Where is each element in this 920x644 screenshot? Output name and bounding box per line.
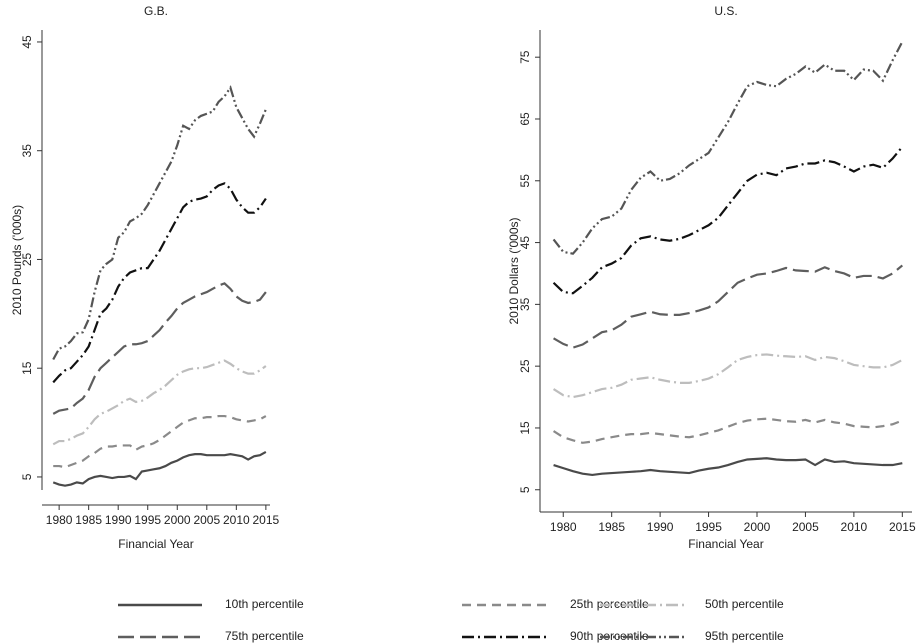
x-tick-label: 2005: [792, 520, 819, 534]
y-tick-label: 15: [20, 361, 34, 375]
series-line: [552, 146, 904, 295]
y-tick-label: 5: [518, 486, 532, 493]
x-tick-label: 2015: [253, 513, 280, 527]
x-tick-label: 1985: [75, 513, 102, 527]
y-axis-label: 2010 Dollars ('000s): [507, 217, 521, 324]
y-tick-label: 55: [518, 174, 532, 188]
series-line: [552, 41, 904, 255]
x-tick-label: 1980: [550, 520, 577, 534]
series-line: [53, 414, 267, 469]
series-line: [52, 450, 267, 487]
y-tick-label: 45: [20, 35, 34, 49]
y-tick-label: 25: [20, 252, 34, 266]
series-line: [52, 85, 267, 361]
legend-label: 95th percentile: [705, 629, 784, 643]
y-tick-label: 35: [518, 297, 532, 311]
x-tick-label: 1980: [46, 513, 73, 527]
series-line: [52, 182, 267, 384]
x-tick-label: 2010: [223, 513, 250, 527]
y-tick-label: 5: [20, 473, 34, 480]
y-axis-label: 2010 Pounds ('000s): [10, 205, 24, 315]
chart-title: G.B.: [144, 4, 168, 18]
y-tick-label: 25: [518, 359, 532, 373]
y-tick-label: 35: [20, 144, 34, 158]
x-axis-label: Financial Year: [688, 537, 763, 551]
y-tick-label: 15: [518, 421, 532, 435]
y-tick-label: 45: [518, 236, 532, 250]
x-tick-label: 2010: [841, 520, 868, 534]
x-tick-label: 1990: [105, 513, 132, 527]
series-line: [52, 282, 267, 415]
legend-label: 75th percentile: [225, 629, 304, 643]
y-tick-label: 65: [518, 112, 532, 126]
x-tick-label: 2000: [164, 513, 191, 527]
legend-label: 10th percentile: [225, 597, 304, 611]
x-axis-label: Financial Year: [118, 537, 193, 551]
x-tick-label: 2000: [744, 520, 771, 534]
x-tick-label: 2015: [889, 520, 916, 534]
series-line: [552, 353, 903, 399]
x-tick-label: 1985: [598, 520, 625, 534]
chart-title: U.S.: [714, 4, 737, 18]
y-tick-label: 75: [518, 50, 532, 64]
series-line: [52, 359, 267, 446]
x-tick-label: 1995: [134, 513, 161, 527]
x-tick-label: 2005: [193, 513, 220, 527]
series-line: [553, 457, 903, 477]
legend-label: 50th percentile: [705, 597, 784, 611]
series-line: [553, 264, 904, 349]
x-tick-label: 1995: [695, 520, 722, 534]
x-tick-label: 1990: [647, 520, 674, 534]
series-line: [552, 417, 903, 444]
